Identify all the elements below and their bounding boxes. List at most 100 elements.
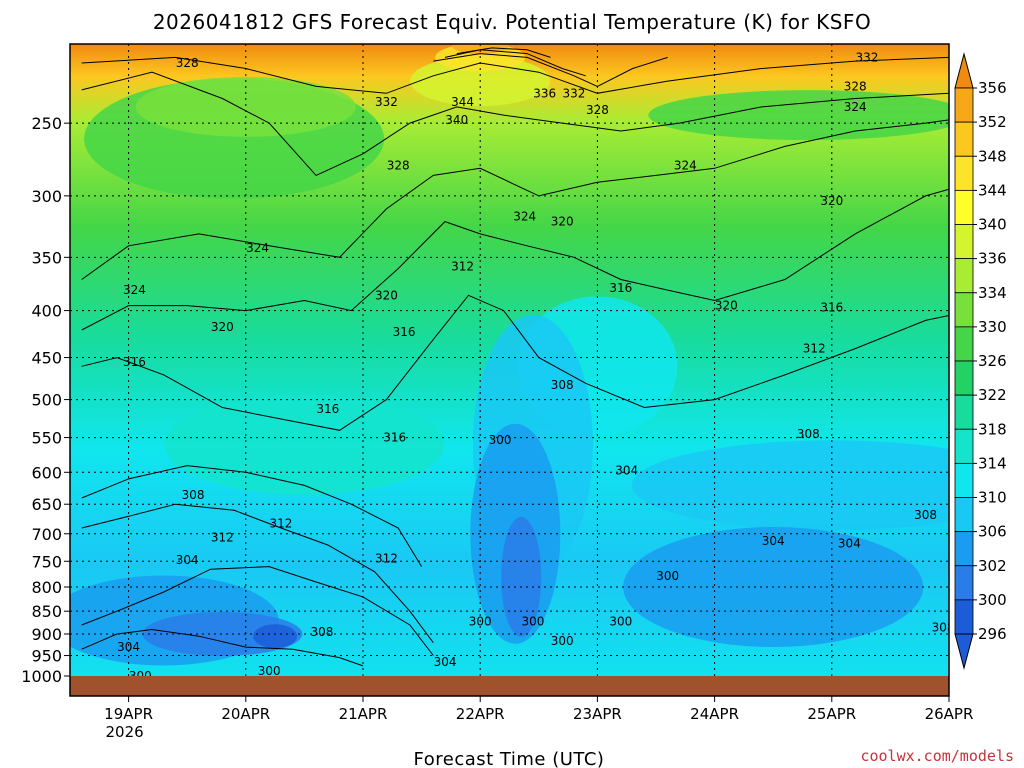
contour-label-18: 320: [375, 288, 398, 302]
field-blob-15: [164, 394, 445, 495]
contour-label-15: 324: [246, 241, 269, 255]
contour-label-0: 328: [176, 56, 199, 70]
legend-swatch-326: [954, 326, 974, 362]
contour-300-0: [81, 628, 364, 667]
legend-label-348: 348: [978, 147, 1007, 165]
legend-label-356: 356: [978, 79, 1007, 97]
legend-swatch-300: [954, 565, 974, 601]
contour-label-46: 300: [551, 634, 574, 648]
contour-label-26: 308: [551, 378, 574, 392]
legend-arrow-bottom: [954, 633, 974, 670]
color-legend: 356 352 348 344 340 336 334 330 326 322 318 314 310 3…: [954, 52, 1007, 670]
contour-label-40: 300: [656, 569, 679, 583]
contour-label-5: 344: [451, 95, 474, 109]
contour-label-19: 316: [609, 281, 632, 295]
y-tick-label-350: 350: [31, 248, 62, 267]
legend-label-310: 310: [978, 489, 1007, 507]
field-blob-9: [501, 516, 542, 637]
contour-label-16: 312: [451, 259, 474, 273]
contour-label-50: 300: [258, 664, 281, 678]
contour-320-5: [81, 188, 949, 331]
contour-label-9: 328: [586, 103, 609, 117]
contour-label-43: 300: [609, 614, 632, 628]
grid-lines: [70, 44, 949, 676]
y-tick-label-950: 950: [31, 647, 62, 666]
contour-label-48: 304: [434, 655, 457, 669]
contour-label-31: 304: [615, 463, 638, 477]
contour-332-8: [81, 56, 949, 94]
contour-label-22: 320: [211, 320, 234, 334]
contour-label-42: 300: [521, 614, 544, 628]
y-tick-label-1000: 1000: [21, 667, 62, 686]
contour-label-39: 312: [375, 552, 398, 566]
legend-swatch-344: [954, 155, 974, 191]
y-tick-label-750: 750: [31, 552, 62, 571]
contour-340-10: [444, 49, 586, 77]
legend-label-344: 344: [978, 181, 1007, 199]
contour-label-47: 304: [117, 640, 140, 654]
legend-swatch-322: [954, 360, 974, 396]
chart-title: 2026041812 GFS Forecast Equiv. Potential…: [153, 10, 871, 34]
x-tick-label-20APR: 20APR: [221, 705, 270, 723]
legend-label-352: 352: [978, 113, 1007, 131]
y-tick-label-500: 500: [31, 391, 62, 410]
contour-label-29: 300: [489, 433, 512, 447]
contour-344-11: [456, 47, 551, 58]
legend-label-336: 336: [978, 250, 1007, 268]
contour-label-11: 324: [674, 158, 697, 172]
legend-swatch-348: [954, 121, 974, 157]
contour-336-9: [433, 53, 668, 87]
legend-swatch-306: [954, 497, 974, 533]
x-tick-label-24APR: 24APR: [690, 705, 739, 723]
contour-label-12: 324: [513, 210, 536, 224]
y-tick-label-250: 250: [31, 114, 62, 133]
contour-label-44: 308: [311, 625, 334, 639]
contour-label-23: 316: [393, 325, 416, 339]
plot-frame: [69, 43, 950, 697]
legend-swatch-334: [954, 258, 974, 294]
contour-label-10: 328: [387, 158, 410, 172]
contour-label-14: 320: [820, 194, 843, 208]
contour-label-7: 332: [563, 86, 586, 100]
contour-label-35: 312: [211, 531, 234, 545]
contour-label-28: 316: [383, 431, 406, 445]
contour-label-27: 316: [316, 402, 339, 416]
contour-label-36: 304: [762, 534, 785, 548]
y-tick-label-650: 650: [31, 495, 62, 514]
field-blob-4: [452, 44, 509, 54]
contour-label-21: 316: [820, 301, 843, 315]
legend-label-300: 300: [978, 591, 1007, 609]
field-blob-1: [135, 76, 356, 137]
contour-label-25: 316: [123, 355, 146, 369]
y-tick-label-400: 400: [31, 302, 62, 321]
legend-swatch-340: [954, 189, 974, 225]
contour-304-1: [81, 566, 434, 656]
legend-label-302: 302: [978, 557, 1007, 575]
legend-swatch-318: [954, 394, 974, 430]
field-blob-14: [253, 624, 298, 649]
x-tick-label-19APR: 19APR: [104, 705, 153, 723]
credit-text: coolwx.com/models: [860, 747, 1014, 765]
contour-label-20: 320: [715, 299, 738, 313]
legend-label-326: 326: [978, 352, 1007, 370]
y-tick-label-700: 700: [31, 525, 62, 544]
contour-label-33: 308: [914, 508, 937, 522]
legend-swatch-296: [954, 599, 974, 635]
contour-308-2: [81, 503, 434, 643]
legend-swatch-330: [954, 292, 974, 328]
contour-324-6: [81, 119, 949, 280]
contour-label-8: 340: [445, 113, 468, 127]
legend-swatch-336: [954, 224, 974, 260]
legend-label-314: 314: [978, 454, 1007, 472]
y-tick-label-600: 600: [31, 463, 62, 482]
contour-label-1: 332: [856, 50, 879, 64]
x-tick-sublabel-19APR: 2026: [106, 723, 144, 741]
x-tick-label-22APR: 22APR: [456, 705, 505, 723]
contour-label-4: 332: [375, 95, 398, 109]
contour-label-34: 312: [270, 516, 293, 530]
contour-label-2: 328: [844, 79, 867, 93]
x-tick-label-25APR: 25APR: [807, 705, 856, 723]
